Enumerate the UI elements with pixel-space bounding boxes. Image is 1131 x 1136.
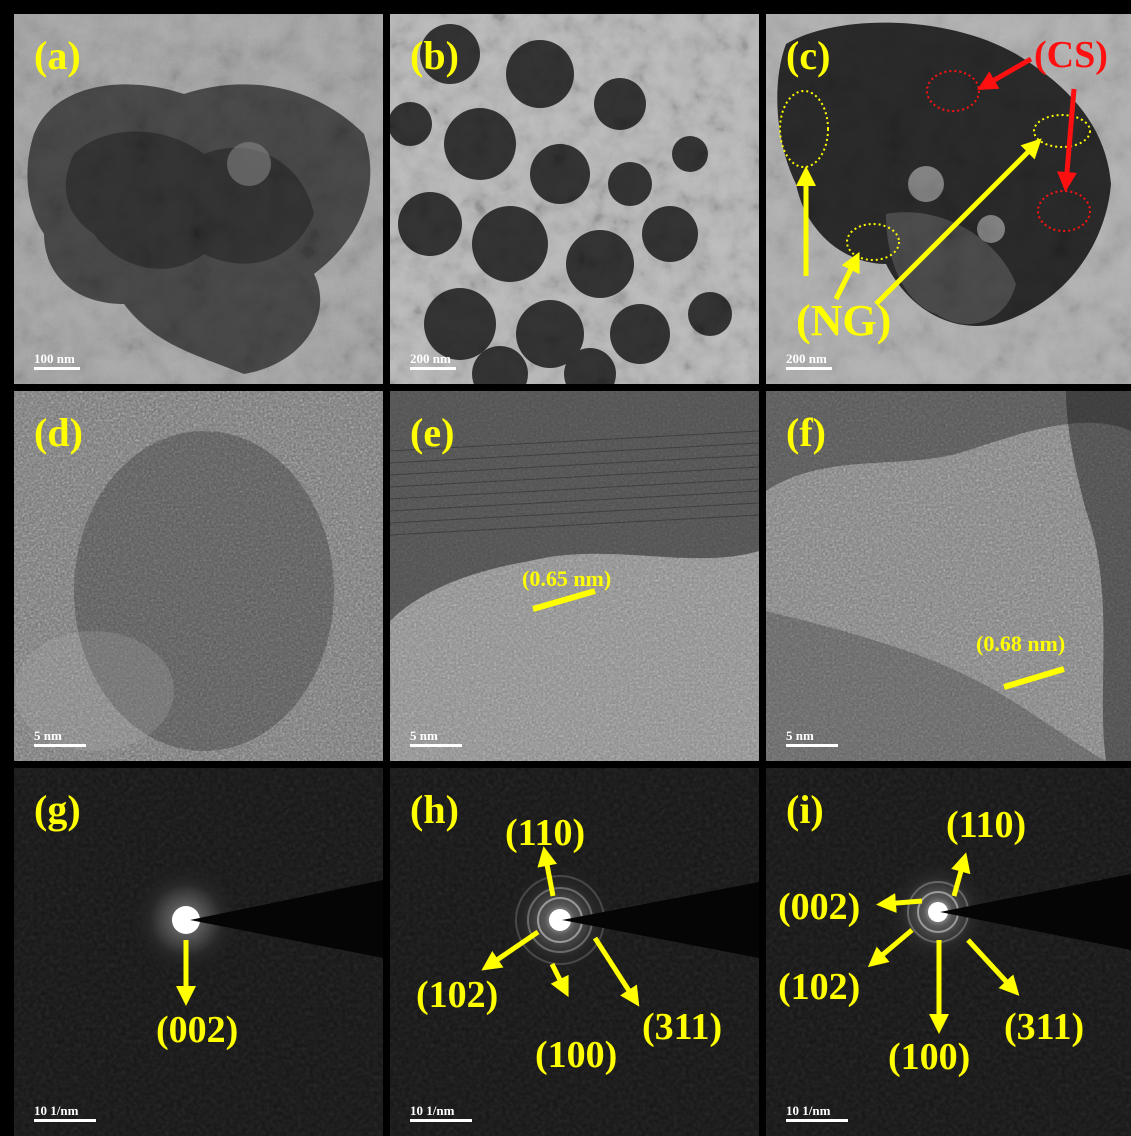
- plane-label: (311): [642, 1006, 723, 1048]
- panel-f-hrtem-image: (f) (0.68 nm) 5 nm: [766, 391, 1131, 761]
- scale-bar-label: 200 nm: [410, 351, 451, 366]
- scale-bar: 5 nm: [34, 729, 86, 747]
- scale-bar: 10 1/nm: [786, 1104, 848, 1122]
- scale-bar-line: [410, 367, 456, 370]
- panel-i-saed-pattern: (i) (110) (002) (102) (100) (311) 10 1/n…: [766, 768, 1131, 1136]
- scale-bar-label: 5 nm: [34, 728, 62, 743]
- ng-label: (NG): [796, 296, 892, 345]
- scale-bar-line: [34, 744, 86, 747]
- scale-bar: 200 nm: [410, 352, 456, 370]
- hrtem-micrograph: [14, 391, 383, 761]
- scale-bar-line: [786, 744, 838, 747]
- panel-label: (c): [786, 33, 831, 78]
- panel-label: (b): [410, 33, 459, 78]
- plane-label: (100): [888, 1036, 971, 1078]
- panel-e-hrtem-image: (e) (0.65 nm) 5 nm: [390, 391, 759, 761]
- panel-d-hrtem-image: (d) 5 nm: [14, 391, 383, 761]
- panel-b-tem-image: (b) 200 nm: [390, 14, 759, 384]
- plane-label: (002): [156, 1009, 239, 1051]
- panel-label: (f): [786, 410, 826, 455]
- scale-bar-line: [786, 1119, 848, 1122]
- scale-bar: 10 1/nm: [410, 1104, 472, 1122]
- panel-a-tem-image: (a) 100 nm: [14, 14, 383, 384]
- scale-bar-line: [410, 1119, 472, 1122]
- scale-bar-label: 10 1/nm: [410, 1103, 455, 1118]
- tem-micrograph: [14, 14, 383, 384]
- saed-pattern: [390, 768, 759, 1136]
- panel-label: (e): [410, 410, 455, 455]
- scale-bar-line: [786, 367, 832, 370]
- scale-bar: 5 nm: [786, 729, 838, 747]
- panel-c-tem-image: (c) (CS) (NG) 200 nm: [766, 14, 1131, 384]
- scale-bar-line: [410, 744, 462, 747]
- cs-label: (CS): [1034, 34, 1108, 76]
- hrtem-micrograph: [766, 391, 1131, 761]
- saed-pattern: [14, 768, 383, 1136]
- plane-label: (100): [535, 1034, 618, 1076]
- scale-bar-line: [34, 367, 80, 370]
- tem-micrograph: [390, 14, 759, 384]
- plane-label: (110): [946, 804, 1027, 846]
- panel-label: (i): [786, 787, 824, 832]
- saed-pattern: [766, 768, 1131, 1136]
- hrtem-micrograph: [390, 391, 759, 761]
- panel-label: (a): [34, 33, 81, 78]
- plane-label: (102): [416, 974, 499, 1016]
- panel-label: (d): [34, 410, 83, 455]
- plane-label: (102): [778, 966, 861, 1008]
- panel-g-saed-pattern: (g) (002) 10 1/nm: [14, 768, 383, 1136]
- scale-bar-label: 200 nm: [786, 351, 827, 366]
- plane-label: (110): [505, 812, 586, 854]
- scale-bar-label: 10 1/nm: [786, 1103, 831, 1118]
- scale-bar: 5 nm: [410, 729, 462, 747]
- scale-bar: 100 nm: [34, 352, 80, 370]
- scale-bar: 10 1/nm: [34, 1104, 96, 1122]
- scale-bar-label: 5 nm: [410, 728, 438, 743]
- lattice-spacing-label: (0.68 nm): [976, 631, 1066, 656]
- scale-bar-label: 10 1/nm: [34, 1103, 79, 1118]
- scale-bar-line: [34, 1119, 96, 1122]
- plane-label: (311): [1004, 1006, 1085, 1048]
- panel-h-saed-pattern: (h) (110) (102) (100) (311) 10 1/nm: [390, 768, 759, 1136]
- panel-label: (g): [34, 787, 81, 832]
- scale-bar-label: 100 nm: [34, 351, 75, 366]
- scale-bar: 200 nm: [786, 352, 832, 370]
- lattice-spacing-label: (0.65 nm): [522, 566, 612, 591]
- plane-label: (002): [778, 886, 861, 928]
- scale-bar-label: 5 nm: [786, 728, 814, 743]
- panel-label: (h): [410, 787, 459, 832]
